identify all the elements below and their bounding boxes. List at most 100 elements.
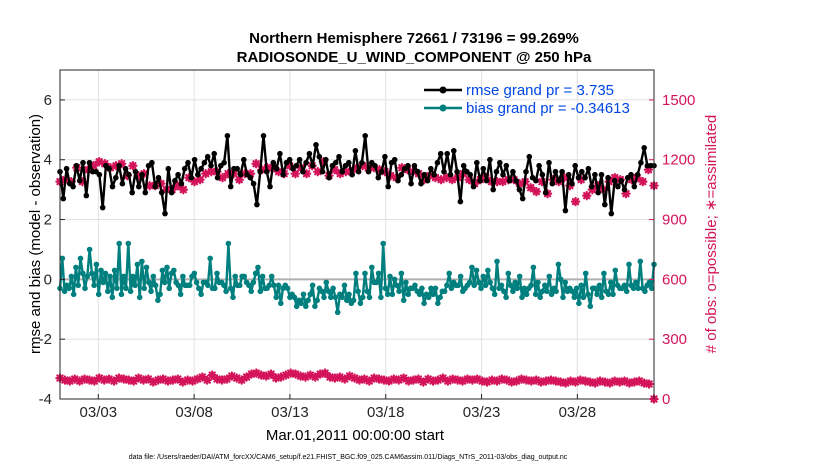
bias-point — [405, 291, 412, 298]
bias-point — [325, 288, 332, 295]
bias-point — [491, 291, 498, 298]
obs-lower-point — [266, 369, 276, 379]
bias-point — [578, 282, 584, 289]
obs-upper-point-stroke — [145, 181, 154, 190]
bias-point — [155, 297, 161, 304]
obs-lower-point-stroke — [228, 372, 236, 380]
bias-point — [560, 294, 566, 301]
rmse-point — [211, 150, 217, 157]
rmse-point — [552, 168, 559, 175]
rmse-point — [60, 195, 67, 202]
bias-point — [252, 270, 259, 277]
bias-point — [341, 282, 348, 289]
rmse-point — [116, 162, 122, 169]
rmse-point — [113, 174, 119, 181]
rmse-point — [421, 171, 428, 178]
obs-lower-point-stroke — [242, 373, 251, 381]
bias-point — [573, 285, 580, 292]
rmse-point — [126, 171, 132, 178]
bias-series — [57, 240, 657, 316]
bias-point — [369, 264, 375, 271]
rmse-point — [595, 189, 601, 196]
bias-point — [196, 285, 202, 292]
obs-lower-point-stroke — [399, 374, 408, 382]
bias-point — [132, 282, 138, 289]
obs-upper-point — [178, 184, 188, 195]
rmse-point — [142, 189, 149, 196]
bias-point — [159, 267, 166, 274]
rmse-point — [234, 165, 240, 172]
rmse-point — [395, 177, 401, 184]
obs-upper-point — [582, 190, 592, 201]
obs-upper-point-stroke — [129, 162, 137, 170]
bias-point — [66, 285, 72, 292]
right-tick-label: 1200 — [662, 152, 695, 169]
rmse-point — [247, 174, 254, 181]
bias-point — [100, 279, 106, 286]
rmse-point — [506, 177, 513, 184]
bias-point — [141, 285, 147, 292]
bias-point — [494, 258, 500, 265]
bias-point — [177, 291, 184, 298]
rmse-point — [441, 168, 447, 175]
left-tick-label: 0 — [44, 271, 52, 288]
rmse-point — [519, 195, 526, 202]
rmse-point — [611, 177, 618, 184]
chart-title-line1: Northern Hemisphere 72661 / 73196 = 99.2… — [249, 30, 579, 47]
chart-title-line2: RADIOSONDE_U_WIND_COMPONENT @ 250 hPa — [237, 49, 592, 66]
bias-point — [136, 294, 143, 301]
rmse-point — [201, 159, 208, 166]
rmse-point — [178, 180, 185, 187]
bias-point — [642, 288, 648, 295]
rmse-point — [76, 177, 83, 184]
obs-upper-point-stroke — [588, 185, 597, 194]
bias-point — [646, 279, 653, 286]
rmse-point — [332, 159, 339, 166]
plot-frame — [59, 69, 655, 400]
obs-lower-point-stroke — [144, 375, 153, 383]
obs-lower-point-stroke — [237, 376, 246, 384]
rmse-point — [155, 174, 162, 181]
obs-upper-point-stroke — [196, 175, 204, 184]
bias-point — [544, 288, 550, 295]
bias-point — [307, 291, 314, 298]
legend-entry-bias: bias grand pr = -0.34613 — [424, 100, 630, 117]
bias-point — [246, 282, 252, 289]
obs-lower-point-stroke — [439, 374, 447, 382]
bias-point — [303, 303, 309, 310]
bias-point — [95, 291, 102, 298]
bias-point — [314, 297, 321, 304]
bias-point — [212, 285, 218, 292]
right-tick-label: 600 — [662, 271, 687, 288]
bias-point — [312, 303, 318, 310]
bias-point — [248, 288, 254, 295]
rmse-point — [546, 159, 552, 166]
rmse-point — [109, 183, 116, 190]
bias-point — [396, 288, 402, 295]
rmse-point — [280, 171, 287, 178]
bias-point — [457, 273, 464, 280]
rmse-point — [224, 133, 231, 139]
bias-point — [580, 294, 587, 301]
bias-point — [587, 303, 594, 310]
bias-point — [77, 255, 84, 262]
bias-point — [75, 282, 81, 289]
bias-point — [598, 294, 605, 301]
plot-background — [60, 70, 654, 399]
bias-point — [271, 282, 277, 289]
bias-point — [421, 300, 427, 307]
bias-point — [175, 282, 182, 289]
bias-point — [139, 258, 145, 265]
rmse-point — [198, 165, 204, 172]
rmse-point — [408, 180, 414, 187]
rmse-point — [319, 168, 326, 175]
bias-point — [416, 291, 423, 298]
bias-point — [555, 261, 562, 268]
bias-point — [120, 273, 127, 280]
rmse-point — [385, 183, 392, 190]
bias-point — [378, 294, 384, 301]
bias-point — [255, 264, 261, 271]
rmse-point — [365, 168, 372, 175]
x-tick-label: 03/13 — [271, 404, 309, 421]
